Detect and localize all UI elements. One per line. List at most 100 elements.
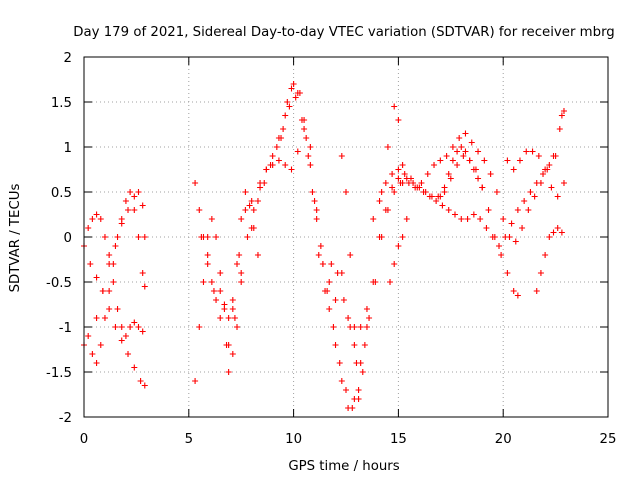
data-point (407, 175, 414, 182)
data-point (464, 216, 471, 222)
data-point (456, 135, 463, 141)
series-arc-2h (338, 153, 406, 402)
series-arc-3g (437, 144, 486, 200)
data-point (127, 324, 134, 330)
data-point (131, 364, 138, 371)
data-point (208, 216, 215, 222)
axis-ticks (83, 56, 609, 418)
data-point (560, 180, 567, 186)
data-point (223, 342, 230, 348)
data-point (288, 85, 295, 92)
data-point (349, 405, 356, 411)
data-point (204, 252, 211, 258)
data-point (292, 94, 299, 101)
series-arc-2c (198, 198, 255, 348)
data-point (510, 288, 517, 294)
data-point (338, 153, 345, 159)
data-point (238, 270, 245, 276)
data-point (294, 148, 301, 155)
data-point (106, 306, 113, 312)
data-point (481, 157, 488, 164)
data-point (454, 148, 461, 155)
data-point (389, 184, 396, 191)
data-point (542, 252, 549, 258)
data-point (412, 184, 419, 191)
data-point (303, 135, 310, 141)
data-point (135, 234, 142, 240)
series-arc-1a (81, 243, 148, 389)
data-point (449, 144, 456, 150)
data-point (439, 202, 446, 209)
data-point (139, 328, 146, 335)
data-point (263, 166, 270, 173)
y-tick-label: -2 (59, 411, 72, 426)
data-point (514, 207, 521, 213)
data-point (336, 360, 343, 366)
data-point (468, 139, 475, 146)
data-point (395, 243, 402, 249)
y-tick-label: 0 (64, 231, 72, 246)
y-tick-label: 0.5 (51, 186, 72, 201)
data-point (135, 189, 142, 195)
data-point (213, 234, 220, 240)
data-point (326, 306, 333, 312)
data-point (269, 153, 276, 159)
data-point (458, 216, 465, 222)
data-point (131, 319, 138, 326)
data-point (254, 252, 261, 258)
data-point (359, 369, 366, 375)
data-point (87, 261, 94, 267)
data-point (437, 157, 444, 164)
data-point (504, 157, 511, 164)
data-point (93, 211, 100, 218)
data-point (315, 252, 322, 258)
data-point (387, 279, 394, 285)
data-point (221, 306, 228, 312)
data-point (477, 216, 484, 222)
data-point (89, 351, 96, 357)
data-point (118, 220, 125, 227)
data-point (114, 234, 121, 240)
data-point (395, 175, 402, 182)
data-point (234, 261, 241, 267)
data-point (340, 297, 347, 303)
data-point (322, 288, 329, 294)
data-point (242, 189, 249, 195)
data-point (101, 234, 108, 240)
data-point (529, 148, 536, 155)
data-point (89, 216, 96, 222)
series-arc-1d (93, 189, 148, 321)
data-point (334, 270, 341, 276)
data-point (540, 171, 547, 177)
data-point (282, 162, 289, 168)
data-point (366, 315, 373, 321)
data-point (441, 184, 448, 191)
data-point (248, 198, 255, 204)
data-point (535, 153, 542, 159)
data-point (462, 148, 469, 155)
data-point (437, 193, 444, 200)
data-point (106, 261, 113, 267)
data-point (204, 234, 211, 240)
data-point (399, 234, 406, 240)
data-point (290, 81, 297, 87)
x-tick-label: 15 (390, 432, 407, 447)
data-point (305, 153, 312, 159)
data-point (353, 360, 360, 366)
data-point (141, 234, 148, 240)
data-point (286, 103, 293, 110)
series-arc-2g (278, 81, 360, 366)
data-point (449, 157, 456, 164)
data-point (370, 216, 377, 222)
data-point (391, 189, 398, 195)
data-markers (81, 81, 567, 411)
data-point (112, 243, 119, 249)
data-point (500, 216, 507, 222)
data-point (125, 351, 132, 357)
data-point (85, 225, 92, 231)
data-point (217, 315, 224, 321)
x-tick-labels: 0 5 10 15 20 25 (80, 432, 617, 447)
data-point (313, 207, 320, 213)
series-arc-3e (504, 148, 567, 200)
data-point (508, 220, 515, 227)
